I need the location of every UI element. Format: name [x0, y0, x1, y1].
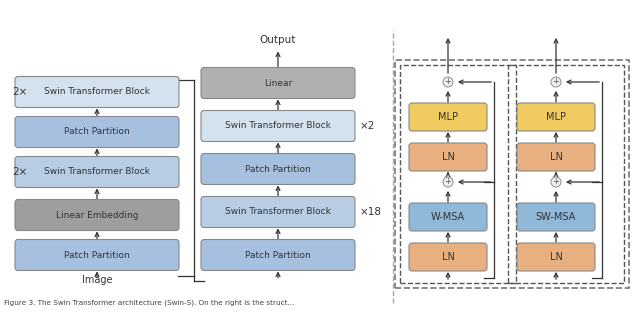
Text: 2×: 2×: [12, 87, 28, 97]
FancyBboxPatch shape: [201, 67, 355, 99]
Text: Swin Transformer Block: Swin Transformer Block: [225, 208, 331, 216]
FancyBboxPatch shape: [15, 77, 179, 107]
Text: LN: LN: [442, 252, 454, 262]
Text: +: +: [445, 77, 451, 87]
FancyBboxPatch shape: [517, 103, 595, 131]
Text: Swin Transformer Block: Swin Transformer Block: [44, 168, 150, 176]
FancyBboxPatch shape: [409, 203, 487, 231]
FancyBboxPatch shape: [409, 103, 487, 131]
FancyBboxPatch shape: [15, 199, 179, 231]
Bar: [400, 65, 516, 283]
Text: +: +: [445, 177, 451, 186]
Text: ×2: ×2: [360, 121, 376, 131]
Text: Linear: Linear: [264, 78, 292, 88]
Text: ×18: ×18: [360, 207, 382, 217]
FancyBboxPatch shape: [15, 117, 179, 147]
Text: LN: LN: [550, 252, 563, 262]
Text: Linear Embedding: Linear Embedding: [56, 210, 138, 220]
Text: W-MSA: W-MSA: [431, 212, 465, 222]
FancyBboxPatch shape: [409, 243, 487, 271]
Text: LN: LN: [442, 152, 454, 162]
Text: Patch Partition: Patch Partition: [64, 250, 130, 260]
Text: Image: Image: [82, 275, 112, 285]
Text: LN: LN: [550, 152, 563, 162]
FancyBboxPatch shape: [15, 157, 179, 187]
Circle shape: [443, 177, 453, 187]
FancyBboxPatch shape: [201, 153, 355, 185]
Text: Swin Transformer Block: Swin Transformer Block: [225, 122, 331, 130]
Text: Figure 3. The Swin Transformer architecture (Swin-S). On the right is the struct: Figure 3. The Swin Transformer architect…: [4, 300, 294, 306]
FancyBboxPatch shape: [201, 239, 355, 271]
Bar: [395, 60, 629, 288]
Text: +: +: [552, 177, 559, 186]
FancyBboxPatch shape: [517, 243, 595, 271]
Circle shape: [443, 77, 453, 87]
Text: MLP: MLP: [438, 112, 458, 122]
Text: 2×: 2×: [12, 167, 28, 177]
Bar: [508, 65, 624, 283]
Circle shape: [551, 177, 561, 187]
Text: SW-MSA: SW-MSA: [536, 212, 576, 222]
FancyBboxPatch shape: [517, 203, 595, 231]
Text: Patch Partition: Patch Partition: [64, 128, 130, 136]
Circle shape: [551, 77, 561, 87]
Text: +: +: [552, 77, 559, 87]
Text: Patch Partition: Patch Partition: [245, 250, 311, 260]
Text: Swin Transformer Block: Swin Transformer Block: [44, 88, 150, 96]
FancyBboxPatch shape: [409, 143, 487, 171]
Text: Output: Output: [260, 35, 296, 45]
FancyBboxPatch shape: [517, 143, 595, 171]
FancyBboxPatch shape: [201, 197, 355, 227]
FancyBboxPatch shape: [201, 111, 355, 141]
Text: Patch Partition: Patch Partition: [245, 164, 311, 174]
Text: MLP: MLP: [546, 112, 566, 122]
FancyBboxPatch shape: [15, 239, 179, 271]
